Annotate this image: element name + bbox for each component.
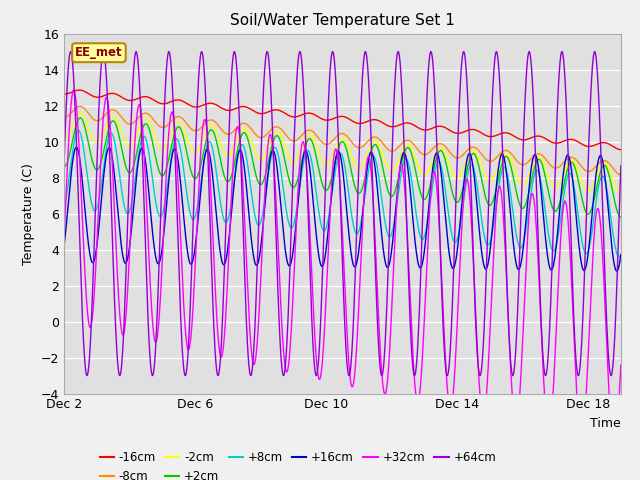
-16cm xyxy=(316,115,324,121)
-16cm xyxy=(89,93,97,99)
-2cm xyxy=(316,154,324,159)
+16cm xyxy=(72,144,80,150)
+2cm xyxy=(601,163,609,168)
+8cm xyxy=(316,217,324,223)
Title: Soil/Water Temperature Set 1: Soil/Water Temperature Set 1 xyxy=(230,13,455,28)
+32cm xyxy=(617,362,625,368)
+64cm xyxy=(601,265,609,271)
Text: EE_met: EE_met xyxy=(75,46,123,59)
+16cm xyxy=(601,173,609,179)
-16cm xyxy=(331,115,339,121)
-16cm xyxy=(601,140,609,145)
Line: -16cm: -16cm xyxy=(64,90,621,150)
+2cm xyxy=(499,158,506,164)
+16cm xyxy=(60,243,68,249)
Line: +64cm: +64cm xyxy=(64,52,621,375)
X-axis label: Time: Time xyxy=(590,417,621,430)
Line: +8cm: +8cm xyxy=(64,130,621,257)
-2cm xyxy=(331,146,339,152)
+32cm xyxy=(499,205,506,211)
+2cm xyxy=(316,173,324,179)
-8cm xyxy=(331,135,339,141)
+32cm xyxy=(601,294,609,300)
Line: +16cm: +16cm xyxy=(64,147,621,271)
+32cm xyxy=(331,147,339,153)
+32cm xyxy=(60,236,68,242)
+64cm xyxy=(499,145,506,151)
+64cm xyxy=(60,163,68,168)
+32cm xyxy=(89,312,97,317)
+64cm xyxy=(525,49,533,55)
+2cm xyxy=(331,159,339,165)
-8cm xyxy=(76,104,84,109)
+2cm xyxy=(89,159,97,165)
+16cm xyxy=(89,260,97,265)
+8cm xyxy=(601,178,609,183)
-8cm xyxy=(60,114,68,120)
+8cm xyxy=(60,203,68,208)
Line: -2cm: -2cm xyxy=(64,113,621,194)
+64cm xyxy=(617,163,625,168)
+32cm xyxy=(316,375,324,381)
Legend: -16cm, -8cm, -2cm, +2cm, +8cm, +16cm, +32cm, +64cm: -16cm, -8cm, -2cm, +2cm, +8cm, +16cm, +3… xyxy=(95,446,500,480)
-2cm xyxy=(601,161,609,167)
-8cm xyxy=(316,137,324,143)
-16cm xyxy=(601,140,609,145)
-2cm xyxy=(76,110,84,116)
+8cm xyxy=(75,127,83,133)
-2cm xyxy=(499,154,506,159)
-16cm xyxy=(499,130,506,136)
-2cm xyxy=(60,137,68,143)
-8cm xyxy=(499,148,506,154)
-2cm xyxy=(89,135,97,141)
+32cm xyxy=(70,87,77,93)
+64cm xyxy=(607,372,615,378)
+16cm xyxy=(316,260,324,266)
+64cm xyxy=(316,334,324,339)
+8cm xyxy=(615,254,623,260)
+2cm xyxy=(60,164,68,169)
+2cm xyxy=(617,214,625,220)
+32cm xyxy=(611,443,618,449)
Line: +2cm: +2cm xyxy=(64,118,621,217)
+16cm xyxy=(613,268,621,274)
Line: +32cm: +32cm xyxy=(64,90,621,446)
-8cm xyxy=(617,172,625,178)
-8cm xyxy=(601,158,609,164)
+16cm xyxy=(617,252,625,258)
-2cm xyxy=(601,161,609,167)
+8cm xyxy=(499,166,506,172)
+32cm xyxy=(601,300,609,306)
-8cm xyxy=(89,116,97,121)
+64cm xyxy=(601,273,609,279)
-2cm xyxy=(617,191,625,197)
+8cm xyxy=(89,204,97,210)
-16cm xyxy=(60,91,68,97)
+16cm xyxy=(331,160,339,166)
+8cm xyxy=(617,251,625,257)
Line: -8cm: -8cm xyxy=(64,107,621,175)
+64cm xyxy=(331,61,339,67)
+2cm xyxy=(601,163,609,168)
+16cm xyxy=(601,171,609,177)
Y-axis label: Temperature (C): Temperature (C) xyxy=(22,163,35,264)
-8cm xyxy=(601,158,609,164)
+2cm xyxy=(76,115,84,121)
+64cm xyxy=(88,293,96,299)
-16cm xyxy=(617,147,625,153)
+8cm xyxy=(331,169,339,175)
+8cm xyxy=(601,177,609,182)
+16cm xyxy=(499,152,506,157)
-16cm xyxy=(76,87,83,93)
